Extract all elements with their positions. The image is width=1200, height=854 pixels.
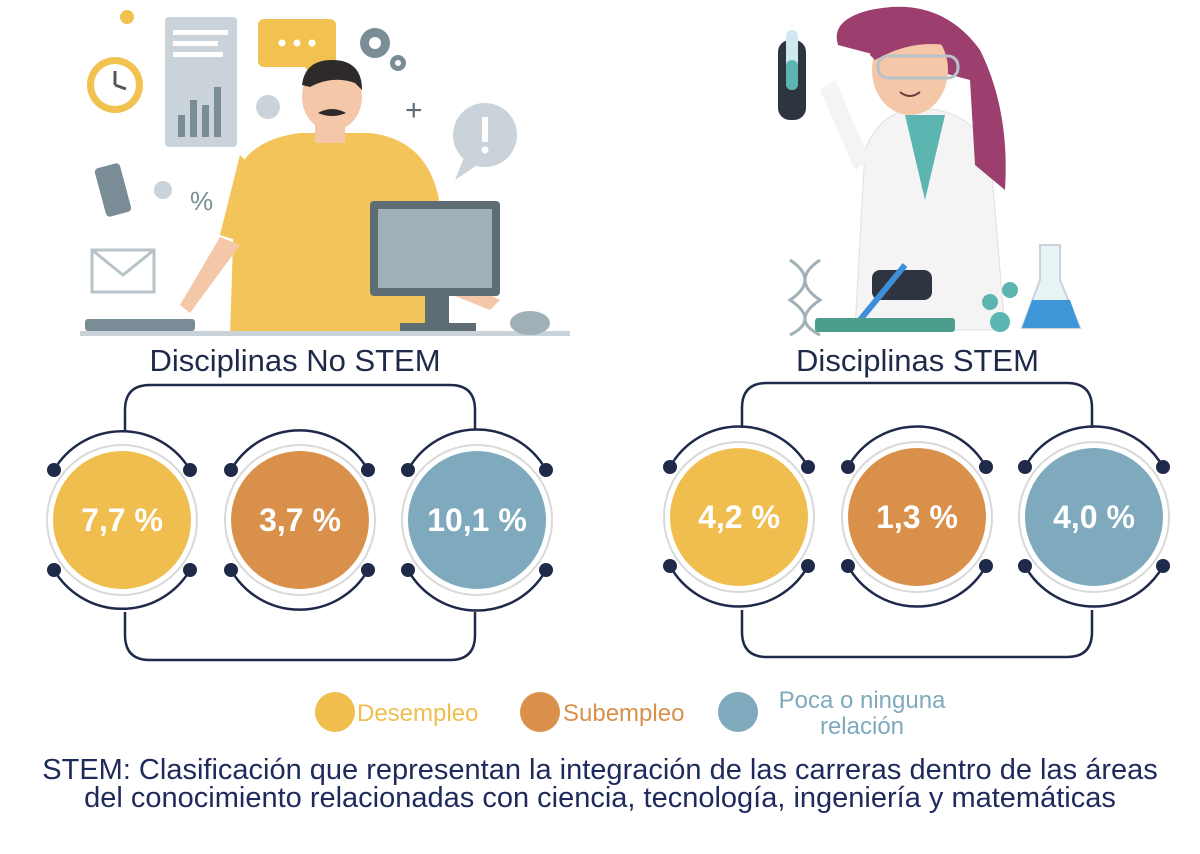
notebook-icon [815,318,955,332]
group-title-stem: Disciplinas STEM [796,343,1039,378]
dna-icon [787,258,823,337]
scientist-illustration [778,6,1082,337]
phone-icon [94,163,132,217]
stem-definition-footnote: STEM: Clasificación que representan la i… [42,754,1158,814]
svg-text:+: + [405,94,423,127]
legend-label-poca-relacion: Poca o ninguna relación [778,687,946,740]
legend-dot-subempleo [520,692,560,732]
molecule-icon [982,282,1018,332]
envelope-icon [90,248,156,294]
stat-no-stem-subempleo: 3,7 % [231,451,369,589]
report-chart-icon [165,17,237,147]
legend-dot-poca-relacion [718,692,758,732]
alert-bubble-icon [453,103,517,180]
clock-icon [87,57,143,113]
legend-label-subempleo: Subempleo [563,700,685,727]
desk [80,331,570,336]
group-title-no-stem: Disciplinas No STEM [149,343,441,378]
connector-brackets [47,381,1170,662]
gear-icon [120,10,406,71]
pen-hand-icon [857,263,932,322]
stat-stem-subempleo: 1,3 % [848,448,986,586]
mouse-icon [510,311,550,335]
legend-dot-desempleo [315,692,355,732]
test-tube-icon [778,30,806,120]
stat-stem-poca-relacion: 4,0 % [1025,448,1163,586]
legend-label-desempleo: Desempleo [357,700,479,727]
office-worker-illustration: % + [80,10,570,336]
stat-no-stem-poca-relacion: 10,1 % [408,451,546,589]
flask-icon [1020,244,1082,329]
keyboard-icon [85,319,195,331]
stat-no-stem-desempleo: 7,7 % [53,451,191,589]
stat-stem-desempleo: 4,2 % [670,448,808,586]
monitor-icon [370,201,500,331]
svg-text:%: % [190,186,213,216]
